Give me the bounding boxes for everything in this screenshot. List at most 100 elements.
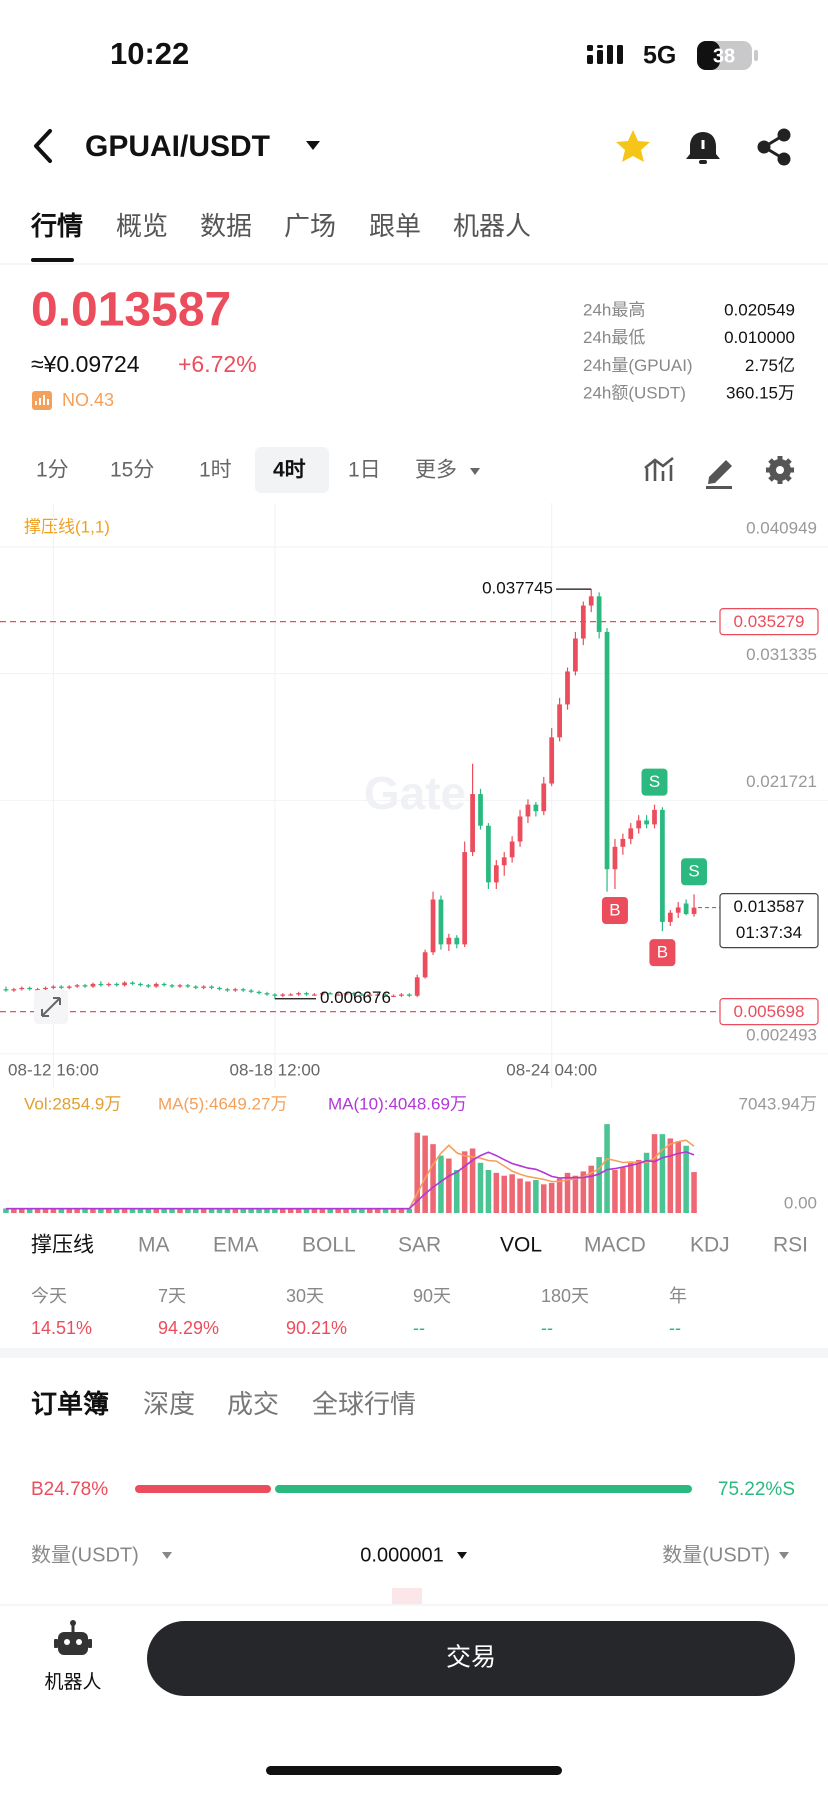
interval[interactable]: 1分 (36, 459, 69, 482)
candle-body (272, 994, 278, 996)
volume-bar (604, 1124, 610, 1213)
indicator-tab[interactable]: EMA (213, 1234, 259, 1257)
trade-marker (649, 939, 676, 967)
volume-bar (596, 1157, 602, 1213)
orderbook-tab[interactable]: 订单簿 (31, 1389, 109, 1419)
more-caret[interactable] (470, 468, 480, 475)
col-amount-left[interactable]: 数量(USDT) (31, 1543, 139, 1566)
candle-body (185, 985, 191, 987)
volume-bar (454, 1169, 460, 1213)
back-button[interactable] (34, 129, 52, 163)
volume-bar (185, 1208, 191, 1213)
indicator-tab[interactable]: SAR (398, 1234, 441, 1257)
pair-title[interactable]: GPUAI/USDT (85, 130, 270, 163)
volume-bar (121, 1207, 128, 1213)
volume-bar (469, 1148, 476, 1213)
indicator-tab[interactable]: MACD (584, 1234, 646, 1257)
robot-icon[interactable] (54, 1620, 92, 1655)
tab[interactable]: 数据 (200, 211, 252, 241)
orderbook-tab[interactable]: 全球行情 (312, 1389, 416, 1419)
tab[interactable]: 跟单 (369, 211, 421, 241)
home-indicator (266, 1766, 562, 1775)
candle-body (177, 985, 183, 987)
signal-icon (587, 45, 623, 64)
indicator-tab[interactable]: KDJ (690, 1234, 730, 1257)
volume-bar (564, 1172, 571, 1213)
draw-icon[interactable] (706, 460, 732, 489)
interval[interactable]: 4时 (273, 459, 306, 482)
robot-label[interactable]: 机器人 (44, 1671, 101, 1693)
stat-label: 24h额(USDT) (583, 384, 686, 403)
trade-button[interactable] (147, 1621, 795, 1696)
volume-bar (264, 1208, 270, 1213)
col-amount-right[interactable]: 数量(USDT) (662, 1543, 770, 1566)
alert-bell[interactable] (686, 132, 720, 164)
volume-bar (422, 1135, 428, 1213)
candle-body (596, 596, 602, 632)
tab[interactable]: 概览 (116, 211, 168, 241)
volume-bar (651, 1134, 658, 1213)
chart-type-icon[interactable] (644, 456, 674, 481)
volume-bar (620, 1167, 626, 1213)
orderbook-tab[interactable]: 深度 (143, 1389, 195, 1419)
volume-bar (287, 1208, 294, 1213)
volume-bar (351, 1208, 357, 1213)
volume-bar (224, 1208, 231, 1213)
performance-value: 94.29% (158, 1318, 219, 1338)
volume-bar (548, 1182, 555, 1213)
pair-caret[interactable] (306, 141, 320, 150)
performance-label: 今天 (31, 1286, 67, 1306)
volume-bar (533, 1180, 539, 1213)
interval[interactable]: 1时 (199, 459, 232, 482)
volume-tick-label: 0.00 (784, 1193, 817, 1212)
candle-body (138, 983, 143, 986)
volume-bar (628, 1162, 634, 1213)
candle-body (667, 912, 673, 922)
candle-body (422, 952, 428, 978)
watermark: Gate (364, 767, 466, 819)
candle-body (628, 828, 634, 839)
indicator-tab[interactable]: VOL (500, 1234, 542, 1257)
candle-body (501, 857, 507, 866)
candle-body (11, 989, 17, 991)
indicator-tab[interactable]: 撑压线 (31, 1234, 94, 1257)
volume-bar (643, 1152, 650, 1213)
indicator-tab[interactable]: RSI (773, 1234, 808, 1257)
caret (779, 1552, 789, 1559)
trade-marker-label: S (649, 772, 660, 791)
tab[interactable]: 广场 (284, 211, 336, 241)
stat-value: 0.020549 (724, 300, 795, 319)
interval[interactable]: 1日 (348, 459, 381, 482)
col-precision[interactable]: 0.000001 (360, 1544, 443, 1566)
interval[interactable]: 15分 (110, 459, 154, 482)
orderbook-tab[interactable]: 成交 (227, 1389, 279, 1419)
performance-value: -- (413, 1318, 425, 1338)
candle-body (161, 983, 167, 986)
favorite-star[interactable] (616, 130, 650, 162)
trade-label[interactable]: 交易 (446, 1644, 496, 1672)
share-icon[interactable] (757, 128, 791, 166)
x-tick-label: 08-24 04:00 (506, 1060, 597, 1079)
candle-body (256, 991, 262, 994)
tab[interactable]: 机器人 (453, 211, 531, 241)
settings-icon[interactable] (766, 456, 794, 484)
candle-body (201, 986, 207, 988)
volume-bar (319, 1208, 326, 1213)
interval[interactable]: 更多 (415, 459, 457, 482)
indicator-tab[interactable]: MA (138, 1234, 170, 1257)
candle-body (478, 794, 483, 826)
candle-body (612, 846, 618, 870)
indicator-tab[interactable]: BOLL (302, 1234, 356, 1257)
tab[interactable]: 行情 (30, 211, 83, 241)
caret (457, 1552, 467, 1559)
candle-body (304, 993, 309, 995)
candle-body (660, 809, 665, 922)
candle-body (644, 820, 649, 825)
trade-marker-label: B (657, 943, 668, 962)
expand-icon[interactable] (34, 990, 68, 1024)
volume-bar (485, 1169, 492, 1213)
volume-bar (58, 1208, 65, 1213)
volume-chart: Vol:2854.9万 7043.94万 0.00 MA(5):4649.27万 MA… (3, 1094, 817, 1213)
volume-bar (177, 1208, 183, 1213)
resistance-label: 0.035279 (734, 612, 805, 631)
